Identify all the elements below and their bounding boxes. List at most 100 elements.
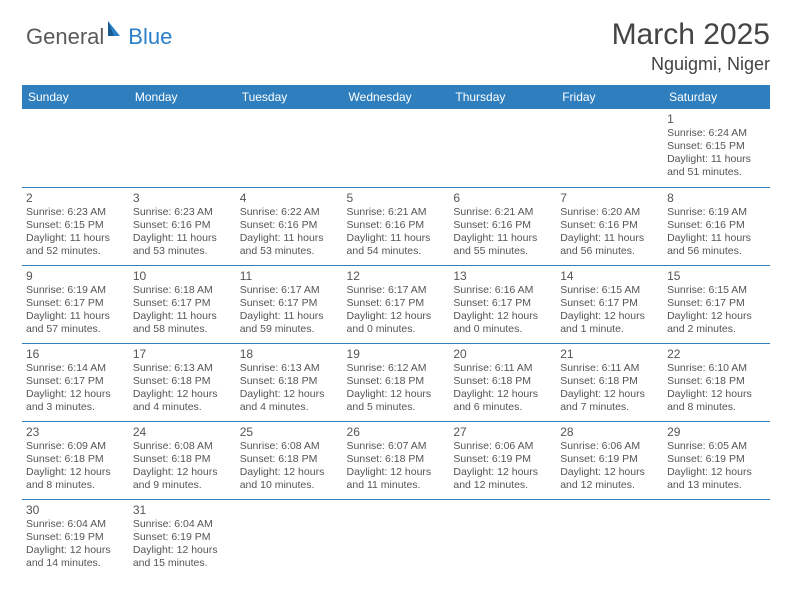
day-info: Sunrise: 6:14 AMSunset: 6:17 PMDaylight:… (26, 362, 125, 415)
day-info: Sunrise: 6:23 AMSunset: 6:15 PMDaylight:… (26, 206, 125, 259)
calendar-cell: 15Sunrise: 6:15 AMSunset: 6:17 PMDayligh… (663, 265, 770, 343)
sunset-text: Sunset: 6:18 PM (240, 375, 339, 388)
daylight-text: Daylight: 12 hours and 8 minutes. (667, 388, 766, 414)
day-number: 31 (133, 503, 232, 517)
day-number: 24 (133, 425, 232, 439)
sail-icon (106, 18, 126, 38)
sunrise-text: Sunrise: 6:23 AM (133, 206, 232, 219)
sunset-text: Sunset: 6:16 PM (453, 219, 552, 232)
sunrise-text: Sunrise: 6:23 AM (26, 206, 125, 219)
day-number: 4 (240, 191, 339, 205)
calendar-cell: 11Sunrise: 6:17 AMSunset: 6:17 PMDayligh… (236, 265, 343, 343)
title-block: March 2025 Nguigmi, Niger (612, 18, 770, 75)
daylight-text: Daylight: 12 hours and 15 minutes. (133, 544, 232, 570)
sunrise-text: Sunrise: 6:17 AM (347, 284, 446, 297)
sunset-text: Sunset: 6:16 PM (240, 219, 339, 232)
sunset-text: Sunset: 6:17 PM (560, 297, 659, 310)
daylight-text: Daylight: 12 hours and 11 minutes. (347, 466, 446, 492)
daylight-text: Daylight: 11 hours and 54 minutes. (347, 232, 446, 258)
calendar-cell: 23Sunrise: 6:09 AMSunset: 6:18 PMDayligh… (22, 421, 129, 499)
day-header: Sunday (22, 85, 129, 109)
day-number: 20 (453, 347, 552, 361)
day-number: 17 (133, 347, 232, 361)
calendar-cell: 3Sunrise: 6:23 AMSunset: 6:16 PMDaylight… (129, 187, 236, 265)
day-info: Sunrise: 6:09 AMSunset: 6:18 PMDaylight:… (26, 440, 125, 493)
day-header: Wednesday (343, 85, 450, 109)
calendar-cell: 5Sunrise: 6:21 AMSunset: 6:16 PMDaylight… (343, 187, 450, 265)
calendar-cell: 1Sunrise: 6:24 AMSunset: 6:15 PMDaylight… (663, 109, 770, 187)
day-info: Sunrise: 6:19 AMSunset: 6:17 PMDaylight:… (26, 284, 125, 337)
day-info: Sunrise: 6:04 AMSunset: 6:19 PMDaylight:… (26, 518, 125, 571)
calendar-cell: 25Sunrise: 6:08 AMSunset: 6:18 PMDayligh… (236, 421, 343, 499)
day-number: 23 (26, 425, 125, 439)
calendar-cell: 18Sunrise: 6:13 AMSunset: 6:18 PMDayligh… (236, 343, 343, 421)
day-number: 12 (347, 269, 446, 283)
day-info: Sunrise: 6:19 AMSunset: 6:16 PMDaylight:… (667, 206, 766, 259)
day-info: Sunrise: 6:13 AMSunset: 6:18 PMDaylight:… (240, 362, 339, 415)
day-header-row: Sunday Monday Tuesday Wednesday Thursday… (22, 85, 770, 109)
sunset-text: Sunset: 6:16 PM (347, 219, 446, 232)
day-info: Sunrise: 6:11 AMSunset: 6:18 PMDaylight:… (453, 362, 552, 415)
day-info: Sunrise: 6:20 AMSunset: 6:16 PMDaylight:… (560, 206, 659, 259)
sunrise-text: Sunrise: 6:21 AM (347, 206, 446, 219)
daylight-text: Daylight: 11 hours and 52 minutes. (26, 232, 125, 258)
calendar-cell: 27Sunrise: 6:06 AMSunset: 6:19 PMDayligh… (449, 421, 556, 499)
sunrise-text: Sunrise: 6:04 AM (133, 518, 232, 531)
day-info: Sunrise: 6:16 AMSunset: 6:17 PMDaylight:… (453, 284, 552, 337)
calendar-row: 16Sunrise: 6:14 AMSunset: 6:17 PMDayligh… (22, 343, 770, 421)
calendar-row: 9Sunrise: 6:19 AMSunset: 6:17 PMDaylight… (22, 265, 770, 343)
day-number: 2 (26, 191, 125, 205)
daylight-text: Daylight: 12 hours and 12 minutes. (453, 466, 552, 492)
day-info: Sunrise: 6:24 AMSunset: 6:15 PMDaylight:… (667, 127, 766, 180)
day-number: 29 (667, 425, 766, 439)
daylight-text: Daylight: 12 hours and 9 minutes. (133, 466, 232, 492)
calendar-cell: 9Sunrise: 6:19 AMSunset: 6:17 PMDaylight… (22, 265, 129, 343)
day-info: Sunrise: 6:21 AMSunset: 6:16 PMDaylight:… (453, 206, 552, 259)
calendar-cell: 14Sunrise: 6:15 AMSunset: 6:17 PMDayligh… (556, 265, 663, 343)
day-header: Friday (556, 85, 663, 109)
calendar-cell (449, 499, 556, 577)
logo-text-general: General (26, 24, 104, 50)
day-info: Sunrise: 6:15 AMSunset: 6:17 PMDaylight:… (667, 284, 766, 337)
day-info: Sunrise: 6:17 AMSunset: 6:17 PMDaylight:… (347, 284, 446, 337)
day-info: Sunrise: 6:08 AMSunset: 6:18 PMDaylight:… (133, 440, 232, 493)
day-number: 10 (133, 269, 232, 283)
calendar-cell: 4Sunrise: 6:22 AMSunset: 6:16 PMDaylight… (236, 187, 343, 265)
page: General Blue March 2025 Nguigmi, Niger S… (0, 0, 792, 612)
sunrise-text: Sunrise: 6:05 AM (667, 440, 766, 453)
daylight-text: Daylight: 11 hours and 59 minutes. (240, 310, 339, 336)
day-header: Thursday (449, 85, 556, 109)
sunset-text: Sunset: 6:15 PM (26, 219, 125, 232)
calendar-table: Sunday Monday Tuesday Wednesday Thursday… (22, 85, 770, 577)
calendar-cell: 26Sunrise: 6:07 AMSunset: 6:18 PMDayligh… (343, 421, 450, 499)
sunrise-text: Sunrise: 6:22 AM (240, 206, 339, 219)
sunset-text: Sunset: 6:17 PM (133, 297, 232, 310)
daylight-text: Daylight: 12 hours and 6 minutes. (453, 388, 552, 414)
sunrise-text: Sunrise: 6:19 AM (667, 206, 766, 219)
sunset-text: Sunset: 6:17 PM (347, 297, 446, 310)
daylight-text: Daylight: 11 hours and 53 minutes. (133, 232, 232, 258)
calendar-row: 2Sunrise: 6:23 AMSunset: 6:15 PMDaylight… (22, 187, 770, 265)
calendar-cell: 10Sunrise: 6:18 AMSunset: 6:17 PMDayligh… (129, 265, 236, 343)
sunset-text: Sunset: 6:18 PM (133, 453, 232, 466)
day-info: Sunrise: 6:06 AMSunset: 6:19 PMDaylight:… (560, 440, 659, 493)
sunrise-text: Sunrise: 6:19 AM (26, 284, 125, 297)
daylight-text: Daylight: 12 hours and 5 minutes. (347, 388, 446, 414)
sunrise-text: Sunrise: 6:11 AM (453, 362, 552, 375)
day-number: 15 (667, 269, 766, 283)
sunset-text: Sunset: 6:19 PM (453, 453, 552, 466)
sunset-text: Sunset: 6:18 PM (133, 375, 232, 388)
day-number: 3 (133, 191, 232, 205)
calendar-cell: 2Sunrise: 6:23 AMSunset: 6:15 PMDaylight… (22, 187, 129, 265)
calendar-cell: 30Sunrise: 6:04 AMSunset: 6:19 PMDayligh… (22, 499, 129, 577)
daylight-text: Daylight: 11 hours and 53 minutes. (240, 232, 339, 258)
calendar-row: 1Sunrise: 6:24 AMSunset: 6:15 PMDaylight… (22, 109, 770, 187)
logo: General Blue (26, 24, 172, 50)
sunrise-text: Sunrise: 6:13 AM (133, 362, 232, 375)
calendar-cell: 31Sunrise: 6:04 AMSunset: 6:19 PMDayligh… (129, 499, 236, 577)
sunrise-text: Sunrise: 6:10 AM (667, 362, 766, 375)
day-number: 26 (347, 425, 446, 439)
daylight-text: Daylight: 11 hours and 58 minutes. (133, 310, 232, 336)
sunset-text: Sunset: 6:18 PM (347, 375, 446, 388)
sunrise-text: Sunrise: 6:17 AM (240, 284, 339, 297)
